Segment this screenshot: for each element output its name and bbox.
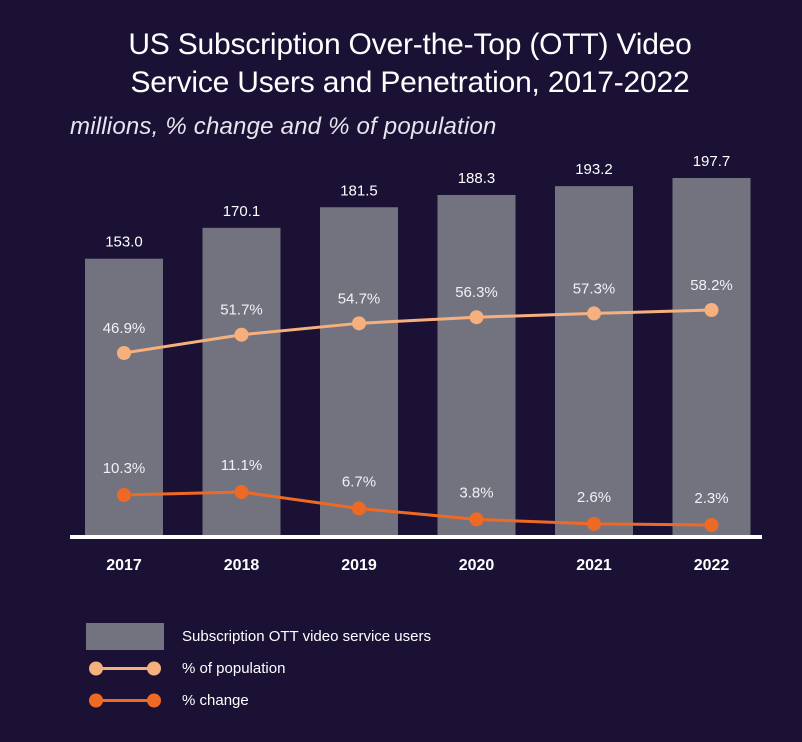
change-data-label: 10.3% bbox=[103, 460, 146, 477]
bar bbox=[672, 178, 751, 535]
legend-label-users: Subscription OTT video service users bbox=[182, 627, 431, 645]
population-point bbox=[587, 306, 601, 321]
legend-item-population: % of population bbox=[86, 652, 431, 684]
population-data-label: 54.7% bbox=[338, 290, 381, 307]
x-tick-label: 2021 bbox=[576, 557, 612, 574]
population-line-group: 46.9% 51.7% 54.7% 56.3% 57.3% 58.2% bbox=[103, 277, 733, 360]
bar-value-label: 170.1 bbox=[223, 203, 261, 220]
legend-swatch-population-line bbox=[89, 661, 161, 675]
change-point bbox=[117, 488, 131, 502]
change-point bbox=[352, 501, 366, 516]
population-point bbox=[704, 303, 719, 317]
bars-group bbox=[85, 178, 751, 536]
legend-item-users: Subscription OTT video service users bbox=[86, 620, 431, 652]
population-data-label: 51.7% bbox=[220, 302, 263, 319]
chart-title-line-1: US Subscription Over-the-Top (OTT) Video bbox=[128, 28, 692, 61]
population-point bbox=[234, 327, 249, 342]
change-data-label: 2.6% bbox=[577, 489, 611, 506]
bar bbox=[555, 186, 633, 535]
x-tick-label: 2019 bbox=[341, 557, 377, 574]
change-data-label: 6.7% bbox=[342, 474, 376, 491]
chart-subtitle: millions, % change and % of population bbox=[70, 113, 497, 140]
chart-title-line-2: Service Users and Penetration, 2017-2022 bbox=[130, 66, 690, 99]
bar bbox=[202, 227, 281, 535]
change-point bbox=[704, 518, 719, 532]
bar-value-label: 193.2 bbox=[575, 161, 613, 178]
bar-value-label: 197.7 bbox=[693, 153, 731, 170]
legend-label-population: % of population bbox=[182, 659, 286, 677]
change-data-label: 3.8% bbox=[459, 484, 493, 501]
change-point bbox=[234, 485, 249, 499]
x-tick-label: 2018 bbox=[224, 557, 260, 574]
population-data-label: 58.2% bbox=[690, 277, 733, 294]
chart-title: US Subscription Over-the-Top (OTT) Video… bbox=[60, 26, 760, 102]
legend: Subscription OTT video service users % o… bbox=[86, 620, 431, 716]
bar-value-label: 153.0 bbox=[105, 234, 143, 251]
x-tick-label: 2022 bbox=[694, 557, 730, 574]
population-data-label: 46.9% bbox=[103, 320, 146, 337]
population-point bbox=[469, 310, 484, 325]
bar bbox=[320, 207, 398, 535]
population-point bbox=[352, 316, 366, 331]
x-tick-label: 2020 bbox=[459, 557, 495, 574]
legend-label-change: % change bbox=[182, 691, 249, 709]
x-axis-tick-labels: 2017 2018 2019 2020 2021 2022 bbox=[106, 557, 729, 574]
bar bbox=[437, 194, 516, 536]
legend-swatch-bar bbox=[86, 622, 164, 650]
change-point bbox=[469, 512, 484, 527]
population-point bbox=[117, 346, 131, 360]
population-line bbox=[123, 308, 712, 355]
population-data-label: 56.3% bbox=[455, 284, 498, 301]
bar-labels-group: 153.0 170.1 181.5 188.3 193.2 197.7 bbox=[105, 153, 730, 251]
bar-value-label: 181.5 bbox=[340, 182, 378, 199]
population-data-label: 57.3% bbox=[573, 280, 616, 297]
change-data-label: 11.1% bbox=[221, 457, 262, 474]
change-line bbox=[123, 490, 712, 527]
change-line-group: 10.3% 11.1% 6.7% 3.8% 2.6% 2.3% bbox=[103, 457, 729, 532]
change-point bbox=[587, 516, 601, 531]
legend-item-change: % change bbox=[86, 684, 431, 716]
legend-swatch-change-line bbox=[89, 693, 161, 707]
bar-value-label: 188.3 bbox=[458, 170, 496, 187]
x-tick-label: 2017 bbox=[106, 557, 142, 574]
change-data-label: 2.3% bbox=[694, 490, 728, 507]
